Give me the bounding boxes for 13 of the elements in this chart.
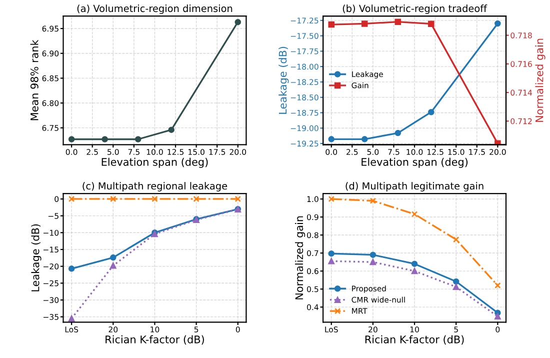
chart-title: (d) Multipath legitimate gain xyxy=(346,182,484,192)
y-axis-title: Leakage (dB) xyxy=(278,46,289,114)
y-axis-title: Mean 98% rank xyxy=(30,40,38,120)
chart-title: (a) Volumetric-region dimension xyxy=(77,4,232,14)
x-axis-title: Rician K-factor (dB) xyxy=(106,335,204,345)
y-axis-title: Leakage (dB) xyxy=(31,224,42,292)
x-axis-title: Rician K-factor (dB) xyxy=(365,335,464,345)
y2-axis-title: Normalized gain xyxy=(535,38,546,122)
chart-title: (c) Multipath regional leakage xyxy=(82,182,228,192)
chart-title: (b) Volumetric-region tradeoff xyxy=(342,4,488,14)
x-axis-title: Elevation span (deg) xyxy=(362,158,468,168)
x-axis-title: Elevation span (deg) xyxy=(102,158,208,168)
y-axis-title: Normalized gain xyxy=(295,216,306,300)
